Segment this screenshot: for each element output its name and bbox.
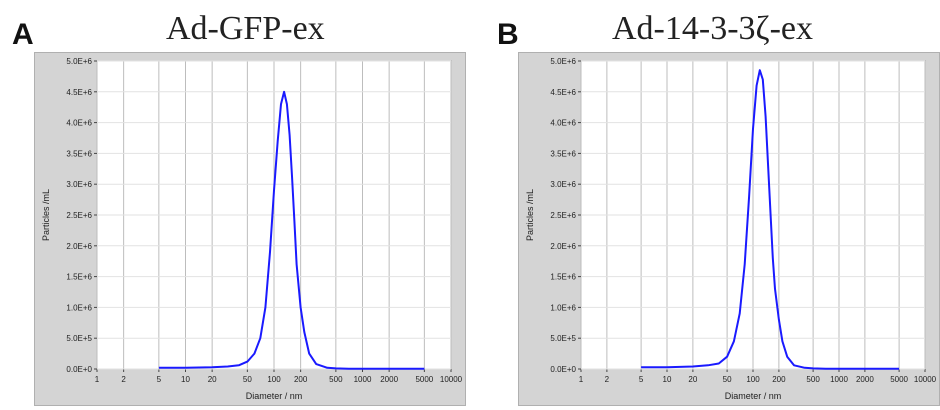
- chart-svg: 1 2 5 10 20 50 100 200 500 1000 2000 5000 10000 0.0E+…: [41, 57, 463, 401]
- y-tick-label: 2.5E+6: [550, 211, 576, 220]
- panel-a-title: Ad-GFP-ex: [166, 10, 325, 47]
- x-tick-label: 200: [294, 375, 308, 384]
- y-tick-label: 5.0E+6: [66, 57, 92, 66]
- y-tick-label: 4.0E+6: [66, 119, 92, 128]
- x-tick-label: 5: [157, 375, 162, 384]
- x-tick-label: 20: [208, 375, 217, 384]
- x-tick-label: 2: [605, 375, 610, 384]
- y-tick-label: 1.5E+6: [550, 273, 576, 282]
- y-tick-label: 1.0E+6: [66, 303, 92, 312]
- size-distribution-line: [158, 90, 425, 370]
- chart-svg: 1 2 5 10 20 50 100 200 500 1000 2000 5000 10000 0.0E+…: [525, 57, 937, 401]
- x-tick-label: 500: [806, 375, 820, 384]
- y-tick-label: 3.0E+6: [550, 180, 576, 189]
- y-tick-label: 3.0E+6: [66, 180, 92, 189]
- y-tick-label: 5.0E+5: [550, 334, 576, 343]
- y-tick-label: 4.0E+6: [550, 119, 576, 128]
- y-axis-label: Particles /mL: [525, 189, 535, 241]
- y-tick-label: 1.5E+6: [66, 273, 92, 282]
- x-tick-label: 200: [772, 375, 786, 384]
- x-tick-label: 500: [329, 375, 343, 384]
- y-tick-label: 2.0E+6: [550, 242, 576, 251]
- x-tick-label: 50: [243, 375, 252, 384]
- y-tick-label: 0.0E+0: [550, 365, 576, 374]
- x-tick-label: 10000: [914, 375, 937, 384]
- x-tick-label: 1: [579, 375, 584, 384]
- x-tick-label: 10: [181, 375, 190, 384]
- panel-a-letter: A: [12, 18, 34, 51]
- x-axis-label: Diameter / nm: [725, 391, 782, 401]
- x-tick-label: 5000: [415, 375, 433, 384]
- y-tick-label: 1.0E+6: [550, 303, 576, 312]
- y-tick-label: 0.0E+0: [66, 365, 92, 374]
- x-tick-label: 50: [723, 375, 732, 384]
- size-distribution-line: [641, 69, 900, 370]
- x-tick-label: 10000: [440, 375, 463, 384]
- x-tick-label: 2000: [856, 375, 874, 384]
- y-tick-label: 4.5E+6: [66, 88, 92, 97]
- panel-b-letter: B: [497, 18, 519, 51]
- x-tick-label: 2000: [380, 375, 398, 384]
- y-axis-label: Particles /mL: [41, 189, 51, 241]
- panel-a-chart: 1 2 5 10 20 50 100 200 500 1000 2000 5000 10000 0.0E+…: [34, 52, 466, 406]
- y-tick-label: 3.5E+6: [550, 149, 576, 158]
- y-tick-label: 5.0E+6: [550, 57, 576, 66]
- x-tick-label: 10: [663, 375, 672, 384]
- x-tick-label: 100: [267, 375, 281, 384]
- x-axis-label: Diameter / nm: [246, 391, 303, 401]
- x-tick-label: 20: [688, 375, 697, 384]
- x-tick-label: 1000: [354, 375, 372, 384]
- y-tick-label: 2.5E+6: [66, 211, 92, 220]
- y-tick-label: 4.5E+6: [550, 88, 576, 97]
- y-tick-label: 2.0E+6: [66, 242, 92, 251]
- y-tick-label: 5.0E+5: [66, 334, 92, 343]
- panel-b-title: Ad-14-3-3ζ-ex: [612, 10, 814, 47]
- x-tick-label: 2: [121, 375, 126, 384]
- x-tick-label: 5: [639, 375, 644, 384]
- x-tick-label: 5000: [890, 375, 908, 384]
- y-tick-label: 3.5E+6: [66, 149, 92, 158]
- panel-b-chart: 1 2 5 10 20 50 100 200 500 1000 2000 5000 10000 0.0E+…: [518, 52, 940, 406]
- x-tick-label: 1000: [830, 375, 848, 384]
- x-tick-label: 1: [95, 375, 100, 384]
- x-tick-label: 100: [746, 375, 760, 384]
